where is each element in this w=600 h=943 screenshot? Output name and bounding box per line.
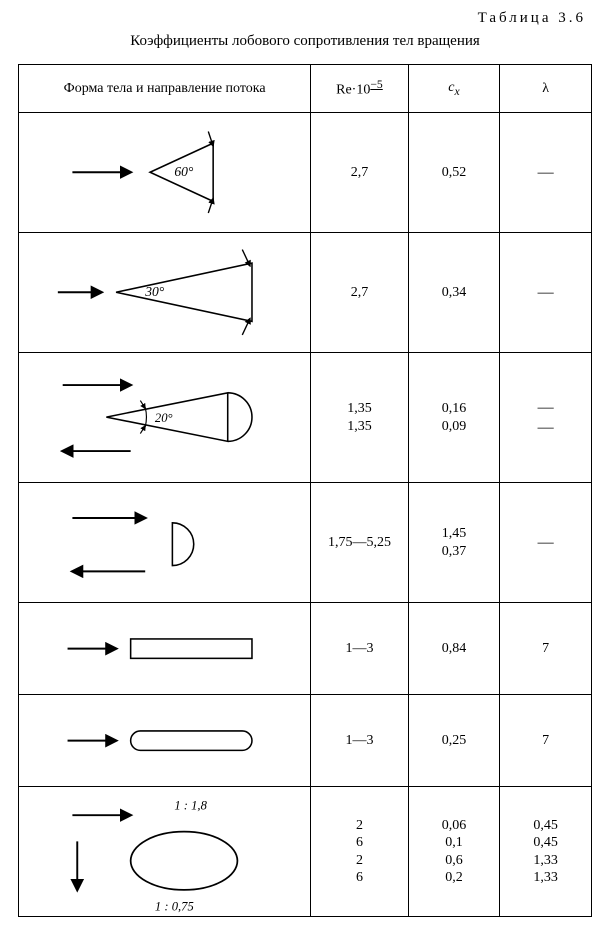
- cone-30-icon: 30°: [19, 234, 310, 350]
- table-row: 60° 2,7 0,52 —: [19, 113, 592, 233]
- table-row: 1—3 0,84 7: [19, 603, 592, 695]
- rounded-cylinder-icon: [19, 696, 310, 785]
- table-row: 30° 2,7 0,34 —: [19, 233, 592, 353]
- flat-cylinder-icon: [19, 604, 310, 693]
- shape-cell: [19, 695, 311, 787]
- table-row: 1,75—5,25 1,450,37 —: [19, 483, 592, 603]
- shape-cell: 1 : 1,8 1 : 0,75: [19, 787, 311, 917]
- re-value: 2,7: [311, 113, 408, 233]
- lambda-value: —: [500, 113, 592, 233]
- col-lambda-header: λ: [500, 65, 592, 113]
- svg-text:1 : 1,8: 1 : 1,8: [174, 799, 207, 813]
- cx-value: 0,34: [408, 233, 500, 353]
- svg-text:1 : 0,75: 1 : 0,75: [155, 900, 194, 914]
- table-label: Таблица 3.6: [18, 10, 586, 27]
- cx-value: 0,25: [408, 695, 500, 787]
- svg-text:60°: 60°: [174, 164, 194, 179]
- lambda-value: —: [500, 233, 592, 353]
- hemisphere-icon: [19, 484, 310, 600]
- cx-value: 0,84: [408, 603, 500, 695]
- col-cx-header: cx: [408, 65, 500, 113]
- cx-value: 1,450,37: [408, 483, 500, 603]
- drag-coefficients-table: Форма тела и направление потока Re·10−5 …: [18, 64, 592, 917]
- lambda-value: ——: [500, 353, 592, 483]
- cone-60-icon: 60°: [19, 114, 310, 230]
- cx-value: 0,160,09: [408, 353, 500, 483]
- table-caption: Коэффициенты лобового сопротивления тел …: [18, 33, 592, 50]
- shape-cell: 30°: [19, 233, 311, 353]
- re-value: 1,351,35: [311, 353, 408, 483]
- svg-text:20°: 20°: [155, 411, 173, 425]
- shape-cell: [19, 483, 311, 603]
- shape-cell: [19, 603, 311, 695]
- re-value: 1—3: [311, 695, 408, 787]
- svg-text:30°: 30°: [144, 284, 165, 299]
- cx-value: 0,06 0,1 0,6 0,2: [408, 787, 500, 917]
- table-row: 20° 1,351,35 0,160,09 ——: [19, 353, 592, 483]
- col-re-header: Re·10−5: [311, 65, 408, 113]
- re-value: 2 6 2 6: [311, 787, 408, 917]
- ellipse-icon: 1 : 1,8 1 : 0,75: [19, 788, 310, 914]
- re-value: 2,7: [311, 233, 408, 353]
- col-shape-header: Форма тела и направление потока: [19, 65, 311, 113]
- re-value: 1—3: [311, 603, 408, 695]
- lambda-value: 0,45 0,45 1,33 1,33: [500, 787, 592, 917]
- shape-cell: 20°: [19, 353, 311, 483]
- cone-20-hemisphere-icon: 20°: [19, 354, 310, 480]
- re-value: 1,75—5,25: [311, 483, 408, 603]
- cx-value: 0,52: [408, 113, 500, 233]
- table-row: 1 : 1,8 1 : 0,75 2 6 2 6 0,06 0,1 0,6 0,…: [19, 787, 592, 917]
- lambda-value: —: [500, 483, 592, 603]
- table-row: 1—3 0,25 7: [19, 695, 592, 787]
- shape-cell: 60°: [19, 113, 311, 233]
- lambda-value: 7: [500, 603, 592, 695]
- lambda-value: 7: [500, 695, 592, 787]
